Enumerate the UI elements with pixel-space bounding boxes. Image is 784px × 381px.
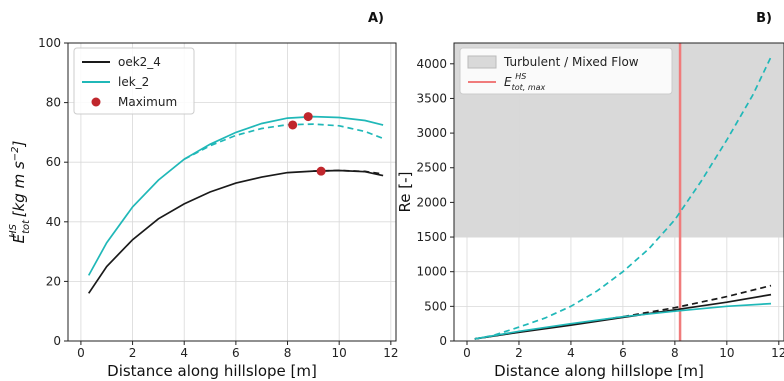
x-tick-label: 2: [129, 346, 137, 360]
x-tick-label: 2: [515, 346, 523, 360]
y-tick-label: 100: [38, 36, 61, 50]
panel-a: 0 2 4 6 8 10 12 0 20 40 60 80 100 Distance along hill…: [8, 11, 398, 380]
legend-label: Maximum: [118, 95, 177, 109]
x-tick-label: 6: [232, 346, 240, 360]
y-tick-label: 4000: [416, 57, 447, 71]
legend: oek2_4 lek_2 Maximum: [73, 47, 195, 115]
legend-label: Turbulent / Mixed Flow: [503, 55, 639, 69]
x-tick-label: 10: [719, 346, 734, 360]
legend-label: lek_2: [118, 75, 149, 89]
maximum-point: [288, 120, 298, 130]
y-tick-label: 80: [46, 96, 61, 110]
y-tick-label: 60: [46, 155, 61, 169]
x-axis-label: Distance along hillslope [m]: [494, 362, 704, 380]
legend-box: [73, 47, 195, 115]
y-tick-label: 0: [53, 334, 61, 348]
y-tick-label: 3000: [416, 126, 447, 140]
y-tick-label: 500: [424, 299, 447, 313]
y-axis-label: Re [-]: [396, 172, 414, 213]
legend-label: oek2_4: [118, 55, 161, 69]
x-tick-label: 12: [771, 346, 784, 360]
plot-frame: [453, 42, 784, 342]
y-axis-label: EtotHS [kg m s−2]: [8, 140, 32, 243]
panel-label: B): [756, 11, 772, 26]
legend-label: Etot, maxHS: [504, 72, 546, 92]
y-tick-label: 2500: [416, 161, 447, 175]
maximum-point: [303, 112, 313, 122]
maximum-point: [316, 166, 326, 176]
y-tick-label: 2000: [416, 195, 447, 209]
y-tick-label: 1000: [416, 265, 447, 279]
series-line-4: [474, 302, 772, 340]
y-tick-label: 0: [439, 334, 447, 348]
y-tick-label: 40: [46, 215, 61, 229]
legend-swatch: [467, 55, 497, 69]
x-tick-label: 0: [77, 346, 85, 360]
x-tick-label: 8: [671, 346, 679, 360]
x-tick-label: 4: [180, 346, 188, 360]
x-tick-label: 8: [284, 346, 292, 360]
x-tick-label: 6: [619, 346, 627, 360]
x-tick-label: 0: [463, 346, 471, 360]
x-tick-label: 4: [567, 346, 575, 360]
x-axis-label: Distance along hillslope [m]: [107, 362, 317, 380]
panel-b: 0 2 4 6 8 10 12 0 500 1000 1500 2000 2500 3000 3500 400…: [396, 11, 784, 380]
series-line-1: [474, 56, 772, 340]
legend-box: [459, 47, 673, 95]
y-tick-label: 20: [46, 274, 61, 288]
legend-swatch: [91, 97, 101, 107]
panel-label: A): [368, 11, 384, 26]
series-line-3: [87, 115, 384, 276]
x-tick-label: 12: [383, 346, 398, 360]
y-tick-label: 1500: [416, 230, 447, 244]
plot-frame: [67, 42, 397, 342]
legend: Turbulent / Mixed Flow Etot, maxHS: [459, 47, 673, 95]
x-tick-label: 10: [332, 346, 347, 360]
series-line-2: [313, 169, 384, 175]
y-tick-label: 3500: [416, 91, 447, 105]
